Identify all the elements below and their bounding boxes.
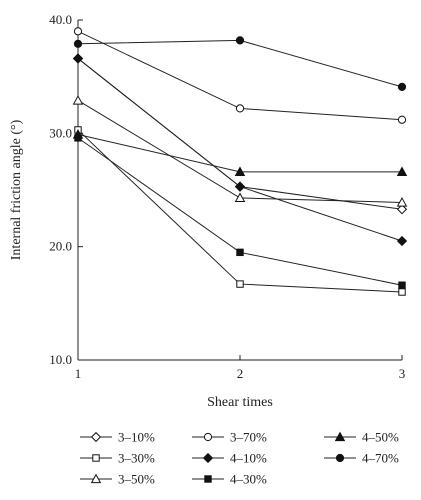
x-tick-label: 1: [75, 366, 82, 381]
series-4-point: [73, 27, 83, 36]
legend-marker: [90, 431, 102, 443]
series-4-point: [397, 115, 407, 124]
series-8-line: [77, 39, 403, 88]
legend-label: 4–30%: [230, 472, 267, 487]
legend: 3–10% 3–30% 3–50% 3–70% 4–10% 4–30% 4–50% 4–70%: [80, 430, 399, 487]
series-8-point: [235, 36, 245, 45]
legend-marker: [92, 454, 100, 462]
series-7-point: [72, 129, 84, 139]
series-2-point: [236, 280, 244, 288]
series-7-line: [77, 133, 402, 173]
series-5-point: [72, 53, 84, 64]
series-markers: [72, 27, 408, 296]
legend-marker: [334, 431, 346, 442]
legend-marker: [204, 475, 212, 483]
legend-label: 3–30%: [118, 451, 155, 466]
y-tick-label: 10.0: [49, 352, 72, 367]
y-tick-label: 20.0: [49, 239, 72, 254]
series-5-line: [77, 58, 403, 242]
x-tick-label: 3: [399, 366, 406, 381]
series-2-line: [77, 129, 403, 293]
series-6-point: [236, 248, 244, 257]
legend-label: 3–70%: [230, 430, 267, 445]
y-tick-label: 30.0: [49, 125, 72, 140]
series-5-point: [396, 235, 408, 247]
series-7-point: [396, 166, 408, 176]
x-axis-label: Shear times: [207, 395, 273, 410]
series-7-point: [234, 166, 246, 176]
series-5-point: [234, 181, 246, 192]
x-tick-label: 2: [237, 366, 244, 381]
legend-label: 3–50%: [118, 472, 155, 487]
legend-label: 3–10%: [118, 430, 155, 445]
legend-marker: [203, 432, 213, 442]
series-1-point: [396, 204, 408, 215]
series-3-point: [234, 192, 246, 203]
series-3-point: [72, 95, 84, 105]
series-2-point: [398, 288, 406, 296]
legend-label: 4–50%: [362, 430, 399, 445]
series-6-point: [398, 281, 406, 289]
y-tick-label: 40.0: [49, 12, 72, 27]
series-4-point: [235, 104, 245, 113]
series-6-line: [77, 137, 403, 286]
legend-label: 4–10%: [230, 451, 267, 466]
series-8-point: [397, 82, 407, 91]
series-8-point: [73, 39, 83, 48]
series-3-point: [396, 197, 408, 207]
legend-marker: [335, 453, 345, 463]
legend-marker: [202, 452, 214, 464]
axes: 10.0 20.0 30.0 40.0 1 2 3: [49, 12, 405, 381]
legend-label: 4–70%: [362, 451, 399, 466]
legend-marker: [90, 473, 102, 484]
y-axis-label: Internal friction angle (°): [9, 119, 24, 260]
